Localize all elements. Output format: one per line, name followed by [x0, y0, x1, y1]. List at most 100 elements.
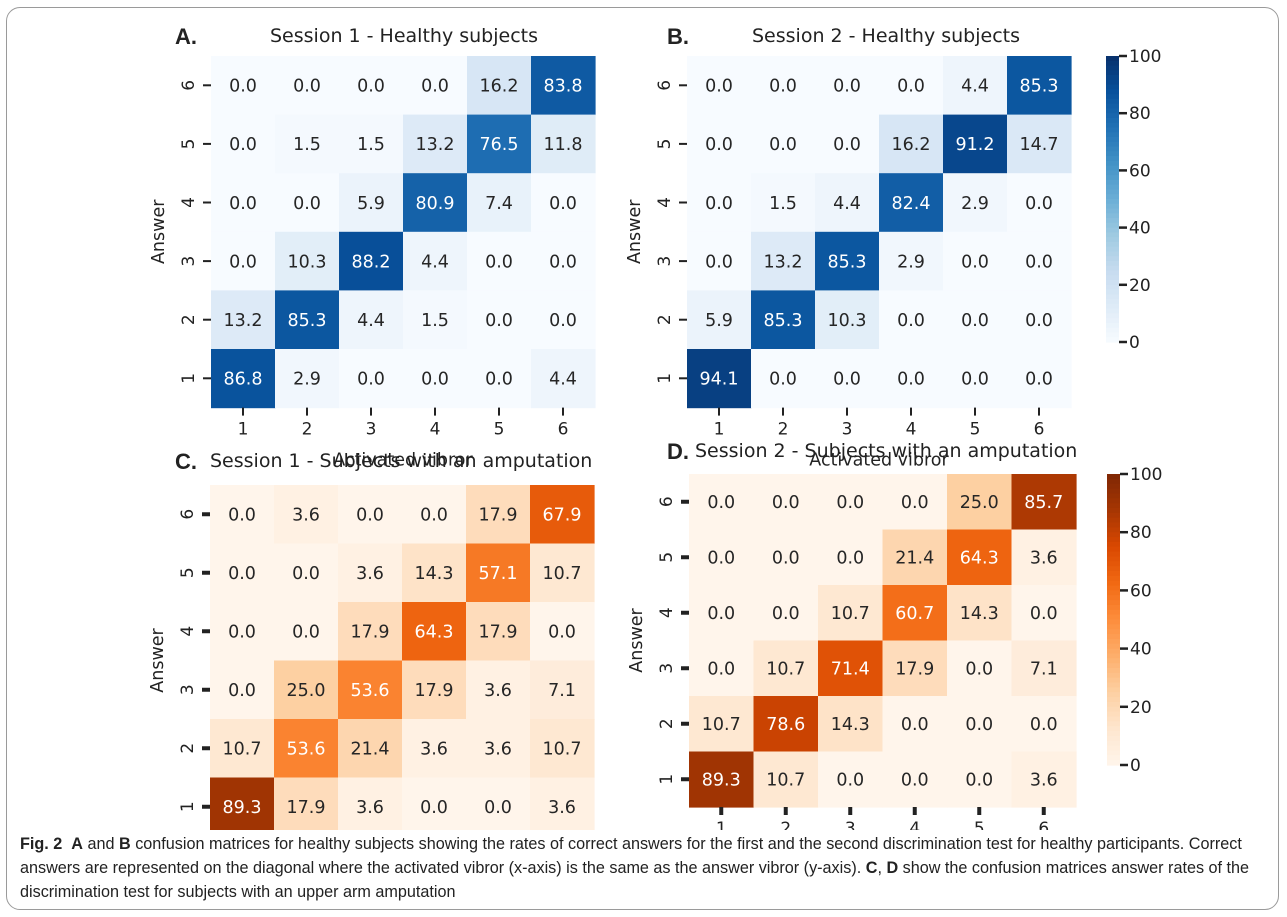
panel-b-cell-value: 0.0 — [897, 311, 925, 331]
panel-a-cell-value: 0.0 — [293, 77, 321, 97]
panel-d-cell-value: 17.9 — [895, 660, 934, 680]
panel-a-cell-value: 0.0 — [357, 77, 385, 97]
colorbar-2-gradient-step — [1107, 692, 1120, 698]
caption-ref-c: C — [865, 859, 878, 877]
panel-b-cell — [1007, 349, 1072, 409]
colorbar-2-gradient-step — [1107, 595, 1120, 601]
colorbar-1-gradient-step — [1106, 175, 1119, 181]
panel-a-cell-value: 0.0 — [549, 194, 577, 214]
panel-a-cell-value: 1.5 — [357, 135, 385, 155]
panel-b-cell — [751, 173, 816, 233]
panel-c-cell — [530, 485, 595, 545]
colorbar-2-tick-label: 100 — [1130, 465, 1162, 485]
panel-c-cell — [210, 660, 275, 720]
caption-text-3: , — [877, 859, 887, 877]
panel-a-cell-value: 0.0 — [229, 77, 257, 97]
panel-a-cell-value: 0.0 — [421, 370, 449, 390]
panel-d-cell — [753, 474, 819, 531]
panel-b-cell-value: 0.0 — [961, 370, 989, 390]
panel-b-cell-value: 0.0 — [897, 77, 925, 97]
panel-c-cell-value: 0.0 — [228, 623, 256, 643]
panel-c-cell-value: 3.6 — [356, 798, 384, 818]
panel-a-cell-value: 16.2 — [480, 77, 519, 97]
panel-c-y-tick-label: 2 — [178, 743, 198, 754]
colorbar-2-gradient-step — [1107, 648, 1120, 655]
panel-a-x-axis-label: Activated vibror — [333, 451, 473, 471]
panel-a-cell — [339, 114, 404, 174]
panel-a-cell-value: 83.8 — [544, 77, 583, 97]
panel-d-cell-value: 71.4 — [831, 660, 870, 680]
panel-d-y-tick-label: 1 — [657, 774, 677, 785]
panel-b-cell — [943, 290, 1008, 350]
panel-c-cell — [466, 543, 531, 603]
colorbar-2-gradient-step — [1107, 760, 1120, 766]
colorbar-2-gradient-step — [1107, 726, 1120, 732]
caption-ref-b: B — [119, 835, 131, 853]
panel-b-cell — [943, 173, 1008, 233]
panel-d-cell — [689, 751, 755, 808]
panel-c-cell — [338, 660, 403, 720]
panel-d-cell — [882, 474, 948, 531]
panel-b-cell-value: 91.2 — [956, 135, 995, 155]
colorbar-1-gradient-step — [1106, 241, 1119, 248]
panel-c-cell — [210, 602, 275, 662]
panel-c-cell-value: 53.6 — [287, 740, 326, 760]
panel-b-cell-value: 0.0 — [705, 135, 733, 155]
panel-c-cell-value: 25.0 — [287, 681, 326, 701]
panel-d-cell-value: 78.6 — [766, 715, 805, 735]
panel-a-cell-value: 0.0 — [229, 194, 257, 214]
panel-d-cell-value: 60.7 — [895, 604, 934, 624]
colorbar-1-gradient-step — [1106, 222, 1119, 229]
panel-d-cell — [753, 640, 819, 697]
panel-d-cell — [818, 640, 884, 697]
panel-a-cell-value: 0.0 — [229, 252, 257, 272]
panel-d-x-tick-label: 6 — [1038, 819, 1049, 830]
panel-a-y-tick-label: 1 — [179, 373, 199, 384]
panel-d-cell — [689, 474, 755, 531]
panel-a-cell-value: 10.3 — [288, 252, 327, 272]
colorbar-2-gradient-step — [1107, 561, 1120, 567]
panel-d-cell-value: 10.7 — [766, 771, 805, 791]
panel-d-cell-value: 0.0 — [901, 715, 929, 735]
panel-d-cell — [689, 696, 755, 753]
panel-d-cell — [753, 529, 819, 586]
colorbar-2-gradient-step — [1107, 716, 1120, 722]
panel-a-x-tick-label: 3 — [366, 420, 377, 440]
colorbar-1-gradient-step — [1106, 165, 1119, 171]
colorbar-2-tick-label: 80 — [1130, 523, 1152, 543]
panel-a-cell — [211, 231, 276, 291]
colorbar-2-gradient-step — [1107, 600, 1120, 606]
colorbar-2-gradient-step — [1107, 507, 1120, 514]
panel-b-cell — [815, 231, 880, 291]
panel-c-cell-value: 0.0 — [548, 623, 576, 643]
colorbar-1-gradient-step — [1106, 237, 1119, 243]
panel-d-cell-value: 14.3 — [831, 715, 870, 735]
panel-c-y-tick-label: 1 — [178, 801, 198, 812]
colorbar-2-gradient-step — [1107, 629, 1120, 635]
panel-b-cell-value: 0.0 — [769, 370, 797, 390]
panel-b-cell — [943, 349, 1008, 409]
panel-b-cell-value: 0.0 — [769, 135, 797, 155]
panel-a-cell — [403, 349, 468, 409]
panel-d-cell-value: 10.7 — [702, 715, 741, 735]
panel-d-cell-value: 14.3 — [960, 604, 999, 624]
panel-c-title: Session 1 - Subjects with an amputation — [210, 450, 592, 472]
panel-a-cell — [275, 114, 340, 174]
colorbar-1-gradient-step — [1106, 294, 1119, 300]
colorbar-1-gradient-step — [1106, 84, 1119, 90]
colorbar-1-gradient-step — [1106, 151, 1119, 157]
colorbar-2-gradient-step — [1107, 551, 1120, 558]
panel-b-cell — [687, 231, 752, 291]
colorbar-2-gradient-step — [1107, 740, 1120, 747]
panel-b-cell — [687, 349, 752, 409]
panel-a-y-tick-label: 4 — [179, 197, 199, 208]
panel-d-cell — [882, 751, 948, 808]
colorbar-1-gradient-step — [1106, 170, 1119, 176]
panel-a-cell-value: 5.9 — [357, 194, 385, 214]
panel-d-cell — [753, 751, 819, 808]
panel-b-cell — [751, 114, 816, 174]
panel-d-x-tick-label: 4 — [909, 819, 920, 830]
colorbar-2-gradient-step — [1107, 571, 1120, 577]
panel-c-y-axis-label: Answer — [148, 627, 168, 692]
panel-a-cell — [467, 290, 532, 350]
